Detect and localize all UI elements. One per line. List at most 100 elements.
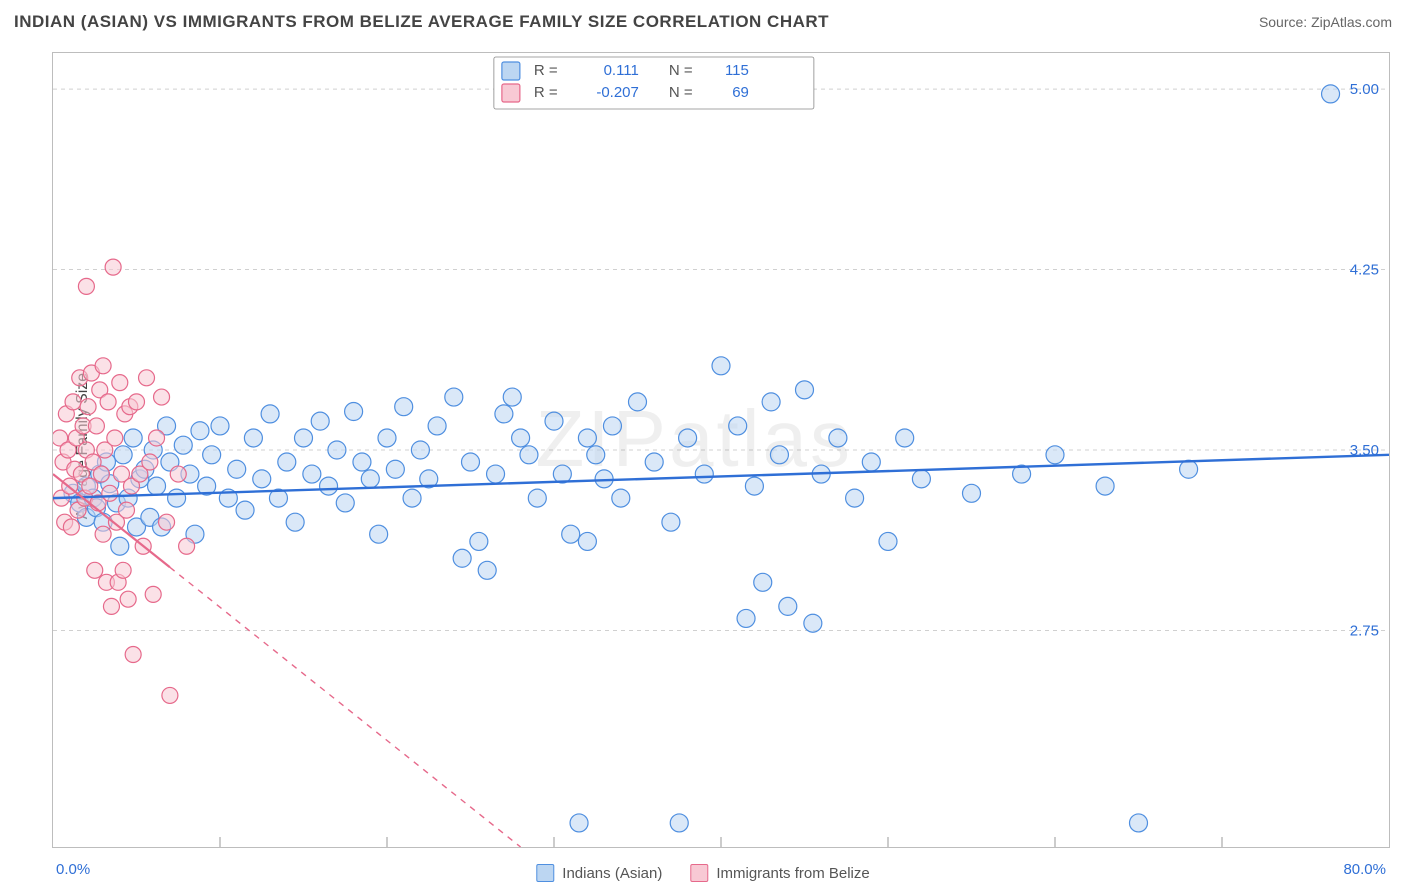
data-point: [679, 429, 697, 447]
data-point: [353, 453, 371, 471]
data-point: [612, 489, 630, 507]
data-point: [107, 430, 123, 446]
data-point: [361, 470, 379, 488]
data-point: [645, 453, 663, 471]
data-point: [745, 477, 763, 495]
data-point: [112, 375, 128, 391]
data-point: [528, 489, 546, 507]
data-point: [63, 519, 79, 535]
data-point: [963, 484, 981, 502]
scatter-plot-svg: 5.004.253.502.75ZIPatlasR =0.111N =115R …: [53, 53, 1389, 847]
data-point: [1322, 85, 1340, 103]
data-point: [115, 562, 131, 578]
stat-text: R =: [534, 84, 558, 101]
data-point: [142, 454, 158, 470]
data-point: [154, 389, 170, 405]
data-point: [120, 591, 136, 607]
y-tick-label: 4.25: [1350, 262, 1379, 279]
data-point: [712, 357, 730, 375]
data-point: [261, 405, 279, 423]
data-point: [278, 453, 296, 471]
data-point: [912, 470, 930, 488]
stat-text: -0.207: [596, 84, 639, 101]
series-belize: [53, 259, 195, 703]
data-point: [737, 609, 755, 627]
data-point: [159, 514, 175, 530]
data-point: [203, 446, 221, 464]
y-tick-label: 2.75: [1350, 622, 1379, 639]
data-point: [87, 562, 103, 578]
legend-bottom: Indians (Asian) Immigrants from Belize: [536, 864, 869, 882]
data-point: [503, 388, 521, 406]
data-point: [170, 466, 186, 482]
stat-text: 0.111: [604, 62, 639, 79]
data-point: [545, 412, 563, 430]
correlation-stat-box: R =0.111N =115R =-0.207N =69: [494, 57, 814, 109]
chart-title: INDIAN (ASIAN) VS IMMIGRANTS FROM BELIZE…: [14, 12, 829, 32]
data-point: [95, 526, 111, 542]
plot-area: 5.004.253.502.75ZIPatlasR =0.111N =115R …: [52, 52, 1390, 848]
stat-text: N =: [669, 62, 693, 79]
data-point: [862, 453, 880, 471]
data-point: [118, 502, 134, 518]
data-point: [670, 814, 688, 832]
data-point: [520, 446, 538, 464]
data-point: [103, 598, 119, 614]
data-point: [286, 513, 304, 531]
data-point: [1096, 477, 1114, 495]
data-point: [462, 453, 480, 471]
data-point: [345, 403, 363, 421]
data-point: [662, 513, 680, 531]
data-point: [411, 441, 429, 459]
data-point: [80, 399, 96, 415]
stat-text: N =: [669, 84, 693, 101]
data-point: [148, 477, 166, 495]
data-point: [762, 393, 780, 411]
stat-text: 69: [732, 84, 749, 101]
data-point: [512, 429, 530, 447]
data-point: [320, 477, 338, 495]
data-point: [403, 489, 421, 507]
data-point: [578, 429, 596, 447]
y-tick-label: 5.00: [1350, 81, 1379, 98]
trend-line-extrap-belize: [170, 567, 521, 847]
data-point: [179, 538, 195, 554]
legend-label: Immigrants from Belize: [716, 865, 869, 882]
data-point: [191, 422, 209, 440]
data-point: [386, 460, 404, 478]
legend-item: Immigrants from Belize: [690, 864, 869, 882]
data-point: [378, 429, 396, 447]
data-point: [105, 259, 121, 275]
data-point: [328, 441, 346, 459]
data-point: [303, 465, 321, 483]
stat-swatch: [502, 62, 520, 80]
data-point: [336, 494, 354, 512]
data-point: [770, 446, 788, 464]
data-point: [487, 465, 505, 483]
data-point: [796, 381, 814, 399]
data-point: [428, 417, 446, 435]
data-point: [82, 478, 98, 494]
data-point: [578, 532, 596, 550]
data-point: [453, 549, 471, 567]
data-point: [65, 394, 81, 410]
data-point: [896, 429, 914, 447]
x-axis-min-label: 0.0%: [56, 861, 90, 878]
data-point: [570, 814, 588, 832]
data-point: [804, 614, 822, 632]
data-point: [78, 278, 94, 294]
data-point: [729, 417, 747, 435]
stat-text: 115: [725, 62, 749, 79]
data-point: [244, 429, 262, 447]
data-point: [562, 525, 580, 543]
data-point: [93, 466, 109, 482]
data-point: [211, 417, 229, 435]
source-attribution: Source: ZipAtlas.com: [1259, 14, 1392, 30]
data-point: [111, 537, 129, 555]
data-point: [395, 398, 413, 416]
data-point: [603, 417, 621, 435]
legend-item: Indians (Asian): [536, 864, 662, 882]
data-point: [495, 405, 513, 423]
data-point: [470, 532, 488, 550]
data-point: [139, 370, 155, 386]
